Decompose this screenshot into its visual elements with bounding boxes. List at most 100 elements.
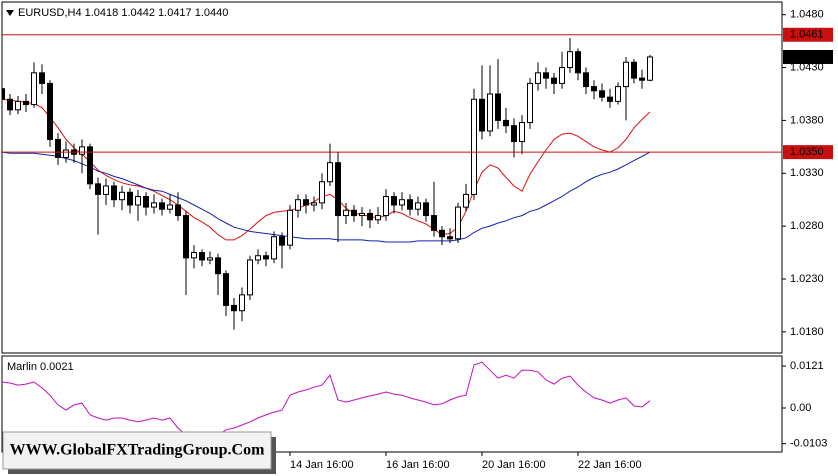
last-price-box	[783, 49, 833, 64]
price-level-label: 1.0461	[790, 29, 824, 41]
candle-body	[567, 51, 573, 69]
indicator-line	[2, 361, 651, 443]
candle-body	[583, 72, 589, 88]
moving-average	[2, 151, 651, 243]
candle-body	[191, 252, 197, 259]
candle-body	[439, 229, 445, 238]
candle-body	[391, 196, 397, 206]
y-tick-label: 1.0480	[790, 9, 824, 21]
candle-body	[175, 204, 181, 217]
y-tick-label: 1.0380	[790, 114, 824, 126]
y-tick-label: 1.0330	[790, 167, 824, 179]
candle-body	[271, 236, 277, 260]
candle-body	[255, 255, 261, 261]
candle-body	[415, 202, 421, 210]
candle-body	[231, 304, 237, 312]
menu-triangle	[6, 10, 14, 16]
candle-body	[527, 82, 533, 124]
candle-body	[327, 162, 333, 183]
candle-body	[47, 82, 53, 140]
candle-body	[135, 196, 141, 206]
candle-body	[103, 185, 109, 195]
last-price-label: 1.0440	[790, 51, 824, 63]
y-tick-label: 0.0121	[790, 360, 824, 372]
candle-body	[119, 191, 125, 201]
candle-body	[503, 119, 509, 127]
y-tick-label: 1.0180	[790, 326, 824, 338]
candle-body	[279, 236, 285, 246]
candle-body	[151, 202, 157, 208]
candle-body	[15, 100, 21, 111]
panel: 1.0480 1.0430 1.0380 1.0330 1.0280 1.0230 1.01…	[1, 1, 833, 354]
candle-body	[63, 149, 69, 158]
candle-body	[647, 56, 653, 81]
x-tick-label: 14 Jan 16:00	[290, 459, 354, 471]
candle-body	[127, 191, 133, 206]
candle-body	[591, 86, 597, 92]
candle-body	[407, 199, 413, 210]
candle-body	[495, 93, 501, 121]
chart-title: EURUSD,H4 1.0418 1.0442 1.0417 1.0440	[18, 7, 228, 19]
candle-body	[479, 98, 485, 132]
candle-body	[87, 146, 93, 185]
candle-body	[463, 193, 469, 208]
watermark-box	[2, 431, 272, 470]
candle-body	[431, 215, 437, 231]
y-tick-label: 0.00	[790, 402, 811, 414]
price-level-box	[783, 145, 833, 160]
candle-body	[199, 252, 205, 261]
candle-body	[343, 209, 349, 217]
candle-body	[359, 212, 365, 217]
plot-area	[2, 34, 782, 330]
candle-body	[143, 196, 149, 208]
candle-body	[263, 255, 269, 260]
candle-body	[223, 273, 229, 306]
price-level-label: 1.0350	[790, 146, 824, 158]
candle-body	[383, 196, 389, 217]
candle-body	[455, 206, 461, 240]
plot-area	[2, 361, 651, 443]
candle-body	[79, 146, 85, 155]
candle-body	[447, 236, 453, 240]
candle-body	[7, 98, 13, 111]
candle-body	[543, 72, 549, 79]
candle-body	[639, 77, 645, 81]
y-tick-label: -0.0103	[790, 438, 827, 450]
candle-body	[519, 122, 525, 143]
watermark: WWW.GlobalFXTradingGroup.Com	[2, 431, 276, 474]
candle-body	[375, 215, 381, 221]
candle-body	[599, 90, 605, 98]
candle-body	[39, 72, 45, 84]
candle-body	[471, 98, 477, 195]
candle-body	[311, 202, 317, 206]
candle-body	[167, 204, 173, 210]
candle-body	[535, 72, 541, 84]
candle-body	[239, 294, 245, 312]
watermark-text: WWW.GlobalFXTradingGroup.Com	[10, 442, 266, 459]
x-tick-label: 20 Jan 16:00	[482, 459, 546, 471]
candle-body	[2, 88, 5, 100]
candle-body	[183, 215, 189, 259]
candle-body	[319, 181, 325, 204]
y-tick-label: 1.0430	[790, 61, 824, 73]
candle-body	[287, 209, 293, 246]
candle-body	[303, 199, 309, 206]
y-tick-label: 1.0230	[790, 273, 824, 285]
candle-body	[23, 100, 29, 106]
x-tick-label: 22 Jan 16:00	[578, 459, 642, 471]
candle-body	[215, 257, 221, 275]
candle-body	[295, 199, 301, 211]
candle-body	[55, 138, 61, 158]
candle-body	[351, 209, 357, 217]
candle-body	[423, 202, 429, 217]
candle-body	[159, 202, 165, 210]
candle-body	[551, 77, 557, 84]
candle-body	[31, 72, 37, 106]
candle-body	[207, 257, 213, 261]
candle-body	[487, 93, 493, 132]
candle-body	[111, 185, 117, 201]
candle-body	[631, 61, 637, 79]
candle-body	[335, 162, 341, 217]
moving-average	[2, 98, 651, 241]
